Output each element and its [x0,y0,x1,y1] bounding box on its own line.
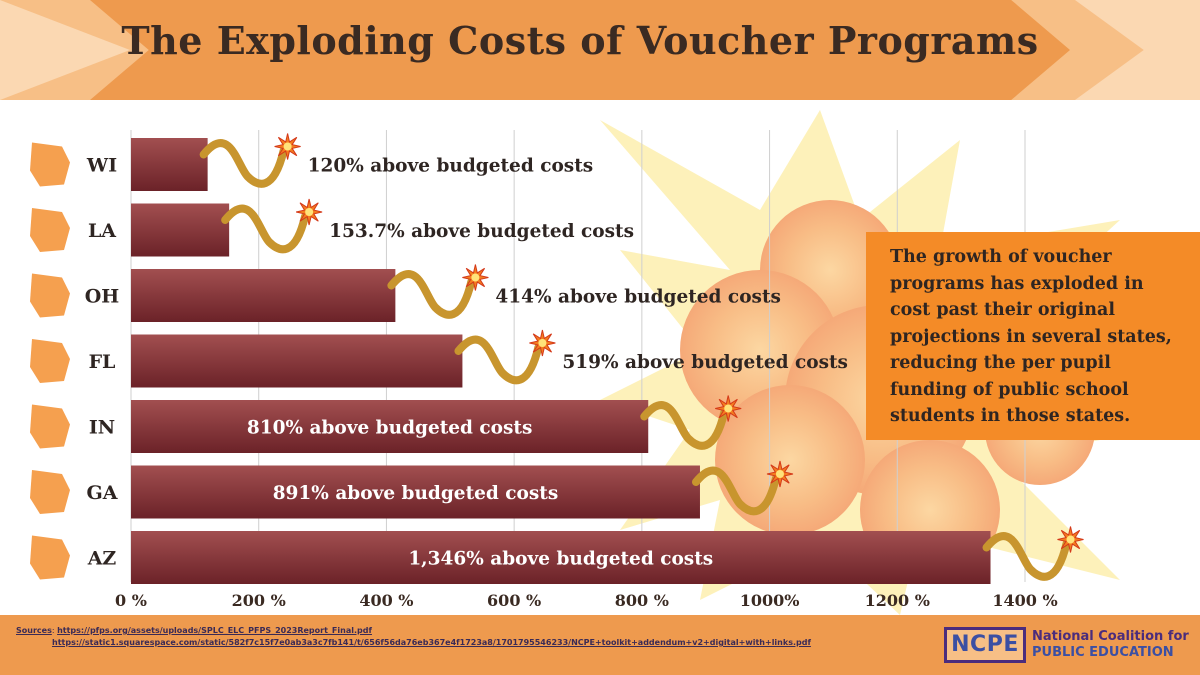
page-title: The Exploding Costs of Voucher Programs [121,18,1039,63]
bar [131,465,700,519]
logo-org-name: National Coalition for [1032,629,1189,644]
state-icon-in [30,404,70,449]
fuse [221,204,310,254]
spark-core [305,208,314,216]
data-label: 810% above budgeted costs [247,418,533,439]
bar [131,269,396,322]
category-label: WI [86,155,117,177]
fuse [691,466,780,516]
fuse [199,139,288,188]
spark-core [775,470,784,478]
data-label: 519% above budgeted costs [562,352,848,373]
x-tick-label: 800 % [615,591,669,610]
state-icon-la [30,208,70,252]
spark-core [724,404,733,413]
sources-colon: : [51,626,58,635]
category-label: IN [89,417,115,439]
x-tick-label: 1400 % [992,591,1057,610]
x-tick-label: 400 % [359,591,413,610]
data-label: 414% above budgeted costs [495,287,781,308]
bar [131,531,991,584]
x-axis-ticks: 0 % 200 % 400 % 600 % 800 % 1000% 1200 % 1400 % [115,591,1058,610]
bar [131,400,649,453]
state-icon-oh [30,273,70,318]
ncpe-logo: NCPE [944,627,1026,663]
explosion-cloud [715,385,865,535]
bars: WI 120% above budgeted costs LA 153.7% abov… [85,133,1084,584]
footer: Sources: https://pfps.org/assets/uploads… [0,615,1200,675]
spark-core [471,273,480,282]
category-label: OH [85,286,120,308]
x-tick-label: 0 % [115,591,147,610]
data-label: 1,346% above budgeted costs [408,549,713,570]
bar [131,138,208,191]
fuse [387,270,476,319]
category-label: AZ [87,548,117,570]
category-label: LA [88,220,116,242]
banner-arrow [90,0,1070,100]
spark-core [1066,535,1075,544]
x-tick-label: 1000% [740,591,800,610]
x-tick-label: 200 % [232,591,286,610]
state-icon-az [30,535,70,580]
bar [131,334,463,388]
data-label: 153.7% above budgeted costs [329,221,634,242]
sources-label: Sources [16,626,52,635]
spark-core [283,142,292,151]
x-tick-label: 600 % [487,591,541,610]
fuse [640,401,729,450]
banner-chevron-left [0,0,130,100]
callout-text: The growth of voucher programs has explo… [890,247,1172,426]
data-label: 120% above budgeted costs [308,156,594,177]
callout-box: The growth of voucher programs has explo… [866,232,1200,440]
state-icon-wi [30,142,70,187]
category-label: GA [87,482,118,504]
data-label: 891% above budgeted costs [273,483,559,504]
bar [131,203,230,257]
source-link-2[interactable]: https://static1.squarespace.com/static/5… [52,638,811,647]
logo-org-subname: PUBLIC EDUCATION [1032,645,1174,660]
state-icons [30,142,70,580]
fuse [454,335,543,385]
sources: Sources: https://pfps.org/assets/uploads… [16,625,811,649]
spark-core [538,339,547,347]
state-icon-ga [30,470,70,514]
fuse [982,532,1071,581]
category-label: FL [89,351,116,373]
x-tick-label: 1200 % [865,591,930,610]
state-icon-fl [30,339,70,383]
source-link-1[interactable]: https://pfps.org/assets/uploads/SPLC_ELC… [57,626,372,635]
